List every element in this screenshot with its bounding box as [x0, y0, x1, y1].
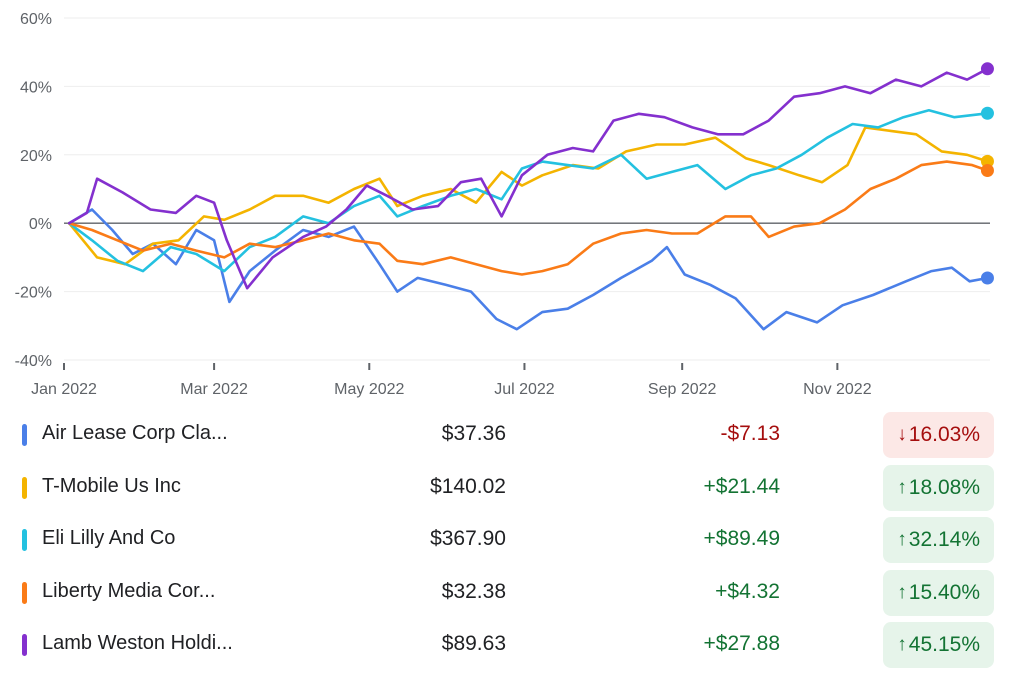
x-tick-label: Jan 2022 [31, 381, 97, 398]
arrow-up-icon: ↑ [897, 529, 907, 550]
series-end-markers [980, 62, 994, 285]
price-change: +$27.88 [703, 632, 781, 655]
percent-change-badge: ↑ 45.15% [883, 622, 994, 668]
arrow-down-icon: ↓ [897, 424, 907, 445]
arrow-up-icon: ↑ [897, 476, 907, 498]
x-tick-label: Sep 2022 [648, 381, 717, 398]
series-line[interactable] [67, 109, 989, 273]
series-lines [67, 67, 989, 331]
arrow-up-icon: ↑ [897, 634, 907, 655]
y-tick-label: 20% [20, 148, 52, 165]
stock-name: Liberty Media Cor... [42, 579, 216, 602]
price-change: +$21.44 [703, 474, 781, 498]
stock-name: T-Mobile Us Inc [42, 474, 181, 497]
legend-row-t-mobile[interactable]: T-Mobile Us Inc $140.02 +$21.44 ↑ 18.08% [0, 461, 1014, 514]
series-color-swatch [22, 634, 27, 656]
percent-change-badge: ↑ 18.08% [883, 464, 994, 511]
percent-change-badge: ↑ 15.40% [883, 569, 994, 616]
series-color-swatch [22, 581, 27, 604]
series-end-dot[interactable] [980, 106, 994, 120]
arrow-up-icon: ↑ [897, 581, 907, 603]
series-line[interactable] [67, 67, 989, 290]
y-tick-label: 0% [29, 216, 52, 233]
percent-change-value: 32.14% [908, 528, 980, 551]
series-line[interactable] [67, 208, 989, 331]
price-change: +$89.49 [703, 527, 781, 550]
grid-lines [64, 17, 990, 361]
percent-change-badge: ↓ 16.03% [883, 412, 994, 458]
percent-change-value: 16.03% [908, 423, 980, 446]
legend-row-eli-lilly[interactable]: Eli Lilly And Co $367.90 +$89.49 ↑ 32.14… [0, 513, 1014, 566]
x-tick-label: May 2022 [334, 381, 404, 398]
legend-table: Air Lease Corp Cla... $37.36 -$7.13 ↓ 16… [0, 408, 1014, 671]
series-end-dot[interactable] [980, 154, 994, 168]
y-axis-tick-labels: 60% 40% 20% 0% -20% -40% [15, 11, 52, 370]
stock-price: $140.02 [430, 474, 506, 498]
price-change: +$4.32 [715, 579, 780, 603]
x-tick-label: Jul 2022 [494, 381, 555, 398]
series-color-swatch [22, 424, 27, 446]
percent-change-value: 15.40% [908, 580, 980, 604]
series-color-swatch [22, 529, 27, 551]
series-line[interactable] [67, 126, 989, 266]
series-color-swatch [22, 476, 27, 499]
y-tick-label: -40% [15, 353, 52, 370]
legend-row-air-lease[interactable]: Air Lease Corp Cla... $37.36 -$7.13 ↓ 16… [0, 408, 1014, 461]
stock-name: Eli Lilly And Co [42, 527, 176, 549]
y-tick-label: 60% [20, 11, 52, 28]
series-line[interactable] [67, 160, 989, 276]
stock-comparison-chart: 60% 40% 20% 0% -20% -40% Jan 2022 Mar 2022 May … [15, 11, 994, 398]
y-tick-label: 40% [20, 79, 52, 96]
percent-change-value: 45.15% [908, 633, 980, 656]
x-axis-ticks: Jan 2022 Mar 2022 May 2022 Jul 2022 Sep 2022… [31, 363, 872, 398]
x-tick-label: Mar 2022 [180, 381, 248, 398]
legend-row-liberty-media[interactable]: Liberty Media Cor... $32.38 +$4.32 ↑ 15.… [0, 566, 1014, 619]
stock-price: $32.38 [441, 579, 506, 603]
series-end-dot[interactable] [980, 271, 994, 285]
stock-price: $37.36 [441, 422, 506, 445]
y-tick-label: -20% [15, 285, 52, 302]
stock-price: $367.90 [430, 527, 506, 550]
price-change: -$7.13 [720, 422, 780, 445]
series-end-dot[interactable] [980, 164, 994, 178]
percent-change-badge: ↑ 32.14% [883, 517, 994, 563]
legend-row-lamb-weston[interactable]: Lamb Weston Holdi... $89.63 +$27.88 ↑ 45… [0, 618, 1014, 671]
stock-name: Lamb Weston Holdi... [42, 632, 233, 654]
stock-name: Air Lease Corp Cla... [42, 422, 228, 444]
x-tick-label: Nov 2022 [803, 381, 872, 398]
stock-price: $89.63 [441, 632, 506, 655]
percent-change-value: 18.08% [908, 475, 980, 499]
series-end-dot[interactable] [980, 62, 994, 76]
